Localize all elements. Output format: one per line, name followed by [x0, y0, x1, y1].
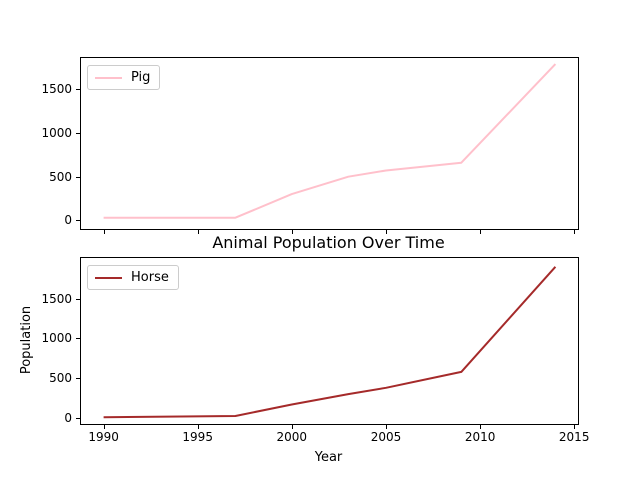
- x-tick-mark: [197, 230, 199, 234]
- y-tick-mark: [76, 418, 80, 419]
- pig-legend-label: Pig: [131, 70, 151, 85]
- y-tick-label: 500: [49, 371, 72, 386]
- y-tick-mark: [76, 298, 80, 300]
- horse-line-chart: [103, 266, 557, 419]
- y-tick-label: 1000: [41, 331, 72, 346]
- x-tick-label: 2005: [370, 430, 402, 444]
- x-tick-mark: [291, 425, 293, 429]
- x-tick-label: 2000: [276, 430, 308, 444]
- x-tick-label: 1995: [182, 430, 213, 444]
- x-tick-mark: [103, 230, 105, 234]
- pig-legend: Pig: [87, 65, 161, 90]
- chart-title: Animal Population Over Time: [212, 233, 445, 252]
- x-tick-mark: [574, 425, 576, 429]
- y-tick-label: 1500: [41, 291, 72, 306]
- horse-subplot: Horse 1990 1995 2000 2005 2010 2015 0 500 1000 15…: [41, 257, 589, 443]
- pig-line-chart: [103, 63, 557, 219]
- x-tick-mark: [574, 230, 576, 234]
- horse-legend: Horse: [87, 265, 179, 290]
- x-tick-label: 2010: [464, 430, 496, 444]
- horse-legend-line-sample: [95, 276, 122, 279]
- y-tick-label: 1500: [41, 82, 72, 97]
- pig-subplot: Pig 0 500 1000 1500: [41, 57, 579, 234]
- x-tick-mark: [291, 230, 293, 234]
- y-tick-mark: [76, 338, 80, 340]
- x-tick-mark: [386, 425, 387, 429]
- x-tick-mark: [480, 230, 482, 234]
- y-tick-mark: [76, 378, 80, 380]
- x-tick-mark: [386, 230, 387, 234]
- y-tick-mark: [76, 89, 80, 91]
- horse-legend-label: Horse: [131, 270, 169, 285]
- x-tick-label: 1990: [88, 430, 119, 444]
- x-tick-mark: [103, 425, 105, 429]
- x-tick-label: 2015: [558, 430, 590, 444]
- y-tick-mark: [76, 133, 80, 134]
- y-tick-mark: [76, 220, 80, 222]
- pig-line: [103, 63, 557, 219]
- horse-line: [103, 266, 557, 419]
- y-tick-label: 0: [64, 411, 72, 425]
- y-tick-label: 500: [49, 169, 72, 184]
- x-tick-mark: [480, 425, 482, 429]
- y-tick-label: 0: [64, 213, 72, 228]
- y-tick-mark: [76, 176, 80, 178]
- pig-legend-line-sample: [95, 76, 122, 79]
- y-axis-label: Population: [19, 305, 35, 375]
- y-tick-label: 1000: [41, 126, 72, 140]
- x-tick-mark: [197, 425, 199, 429]
- x-axis-label: Year: [314, 450, 343, 465]
